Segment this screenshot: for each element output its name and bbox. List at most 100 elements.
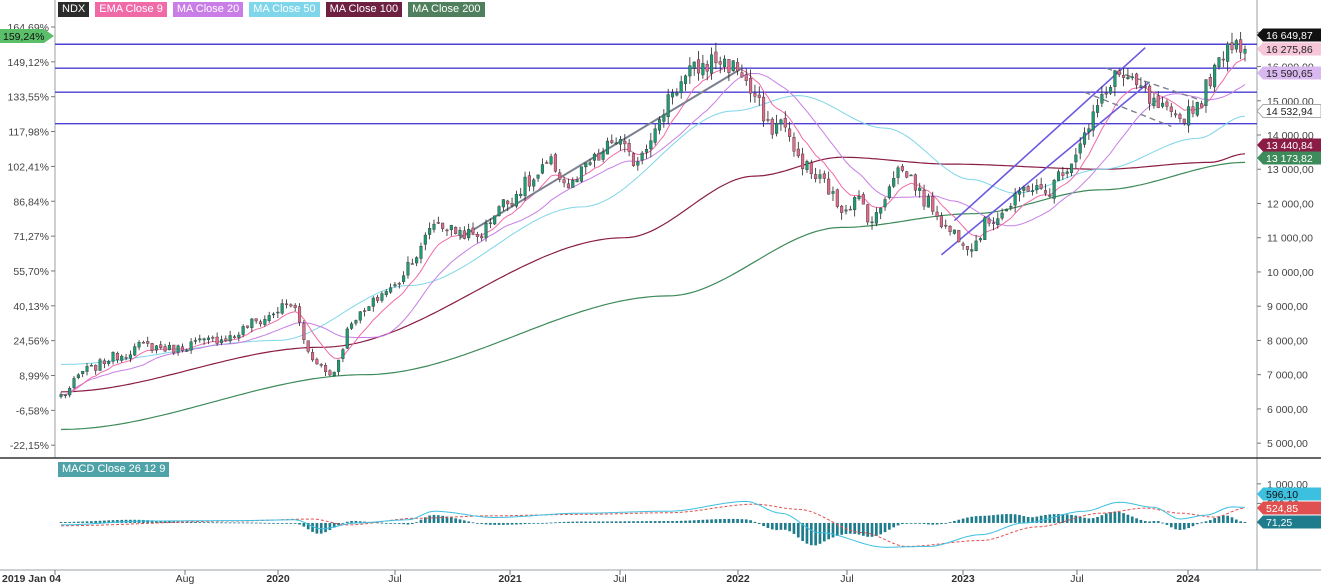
candle-body xyxy=(727,59,731,73)
candle-body xyxy=(618,139,623,145)
macd-bar xyxy=(471,522,475,524)
macd-bar xyxy=(454,518,458,523)
candle-body xyxy=(926,196,930,208)
macd-bar xyxy=(436,515,440,523)
price-tag-label: 14 532,94 xyxy=(1266,106,1313,118)
legend-ma50[interactable]: MA Close 50 xyxy=(249,2,320,17)
macd-bar xyxy=(528,522,531,524)
candle-body xyxy=(63,394,67,397)
macd-bar xyxy=(1083,517,1086,523)
macd-tag xyxy=(1257,501,1321,515)
legend-ndx[interactable]: NDX xyxy=(58,2,90,17)
macd-bar xyxy=(658,521,661,523)
candle-body xyxy=(271,313,276,316)
candle-body xyxy=(788,128,792,137)
price-tag-label: 16 275,86 xyxy=(1266,44,1313,56)
percent-tick-label: 133,55% xyxy=(8,92,49,104)
macd-bar xyxy=(1022,516,1026,523)
time-tick-label: Jul xyxy=(613,573,626,585)
legend-ma200[interactable]: MA Close 200 xyxy=(408,2,485,17)
legend-ema9[interactable]: EMA Close 9 xyxy=(95,2,167,17)
candle-body xyxy=(1100,94,1104,104)
macd-bar xyxy=(892,522,896,528)
candle-body xyxy=(115,353,119,361)
macd-bar xyxy=(463,520,466,523)
macd-bar xyxy=(987,515,991,523)
macd-bar xyxy=(1104,513,1108,523)
candle-body xyxy=(501,199,505,208)
candle-body xyxy=(1039,184,1043,189)
macd-bar xyxy=(150,520,154,523)
macd-bar xyxy=(840,522,843,535)
macd-bar xyxy=(571,521,575,523)
candle-body xyxy=(241,326,245,335)
candle-body xyxy=(965,246,969,250)
macd-bar xyxy=(1200,522,1203,524)
candle-body xyxy=(766,119,770,121)
price-tag-label: 15 590,65 xyxy=(1266,68,1313,80)
candle-body xyxy=(1169,106,1173,112)
macd-bar xyxy=(714,519,718,523)
candle-body xyxy=(1130,76,1134,79)
macd-bar xyxy=(996,514,1000,523)
candle-body xyxy=(913,174,917,191)
candle-body xyxy=(740,72,744,78)
macd-bar xyxy=(753,521,757,523)
candle-body xyxy=(1204,79,1208,106)
candle-body xyxy=(406,262,410,276)
price-tick-label: 11 000,00 xyxy=(1267,233,1313,245)
percent-tick-label: 55,70% xyxy=(13,266,49,278)
macd-bar xyxy=(1100,515,1104,523)
macd-bar xyxy=(666,521,670,523)
macd-bar xyxy=(640,521,644,523)
macd-tag-label: 596,10 xyxy=(1266,489,1298,501)
macd-bar xyxy=(723,518,726,523)
macd-bar xyxy=(1135,518,1138,523)
macd-bar xyxy=(423,517,427,523)
macd-bar xyxy=(94,520,98,523)
candle-body xyxy=(792,137,796,152)
candle-body xyxy=(202,338,206,341)
macd-bar xyxy=(68,521,72,523)
macd-bar xyxy=(606,521,609,523)
macd-bar xyxy=(480,522,484,524)
ma100-line xyxy=(61,153,1246,393)
candle-body xyxy=(510,203,514,206)
candle-body xyxy=(801,153,805,170)
candle-body xyxy=(714,51,718,64)
macd-legend[interactable]: MACD Close 26 12 9 xyxy=(58,462,170,477)
candle-body xyxy=(59,394,63,397)
macd-bar xyxy=(766,522,770,528)
macd-bar xyxy=(1087,518,1091,523)
legend-ma20[interactable]: MA Close 20 xyxy=(172,2,244,17)
candle-body xyxy=(1165,101,1169,107)
candle-body xyxy=(276,311,280,314)
macd-bar xyxy=(770,522,774,530)
candle-body xyxy=(154,345,158,351)
macd-bar xyxy=(944,522,948,524)
candle-body xyxy=(111,351,115,362)
macd-bar xyxy=(593,521,596,523)
candle-body xyxy=(558,172,562,180)
macd-bar xyxy=(736,518,739,523)
macd-bar xyxy=(554,522,557,524)
candle-body xyxy=(402,275,406,282)
candle-body xyxy=(588,162,592,165)
candle-body xyxy=(1217,57,1221,68)
candle-body xyxy=(944,224,948,227)
candle-body xyxy=(319,364,323,366)
macd-bar xyxy=(1057,513,1060,523)
candle-body xyxy=(571,179,575,188)
candle-body xyxy=(1178,114,1182,119)
candle-body xyxy=(1104,92,1108,95)
macd-tag xyxy=(1257,487,1321,501)
candle-body xyxy=(81,370,85,374)
macd-bar xyxy=(705,519,709,523)
candle-body xyxy=(284,303,289,306)
time-tick-label: Jul xyxy=(1070,573,1083,585)
candle-body xyxy=(662,114,666,122)
legend-ma100[interactable]: MA Close 100 xyxy=(325,2,403,17)
macd-bar xyxy=(931,522,935,525)
macd-bar xyxy=(1113,511,1117,523)
dashed-channel-lower xyxy=(1084,91,1172,128)
